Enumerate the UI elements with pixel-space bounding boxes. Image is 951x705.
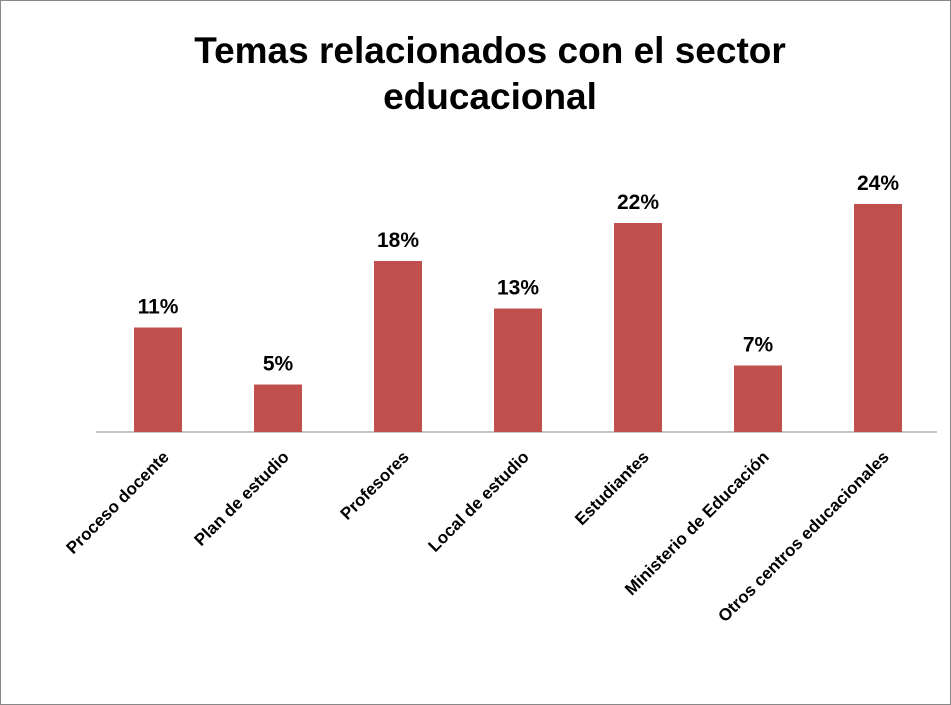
data-label: 11% <box>138 296 179 319</box>
data-label: 22% <box>617 191 659 214</box>
bar <box>134 327 182 432</box>
bar <box>374 261 422 432</box>
chart-title: Temas relacionados con el sector educaci… <box>194 30 786 117</box>
data-label: 13% <box>497 277 539 300</box>
data-label: 7% <box>743 334 774 357</box>
data-label: 24% <box>857 172 899 195</box>
data-label: 18% <box>377 229 419 252</box>
bar <box>614 223 662 432</box>
bar <box>494 308 542 432</box>
bar <box>254 384 302 432</box>
bar <box>734 365 782 432</box>
bar <box>854 204 902 432</box>
data-label: 5% <box>263 353 294 376</box>
